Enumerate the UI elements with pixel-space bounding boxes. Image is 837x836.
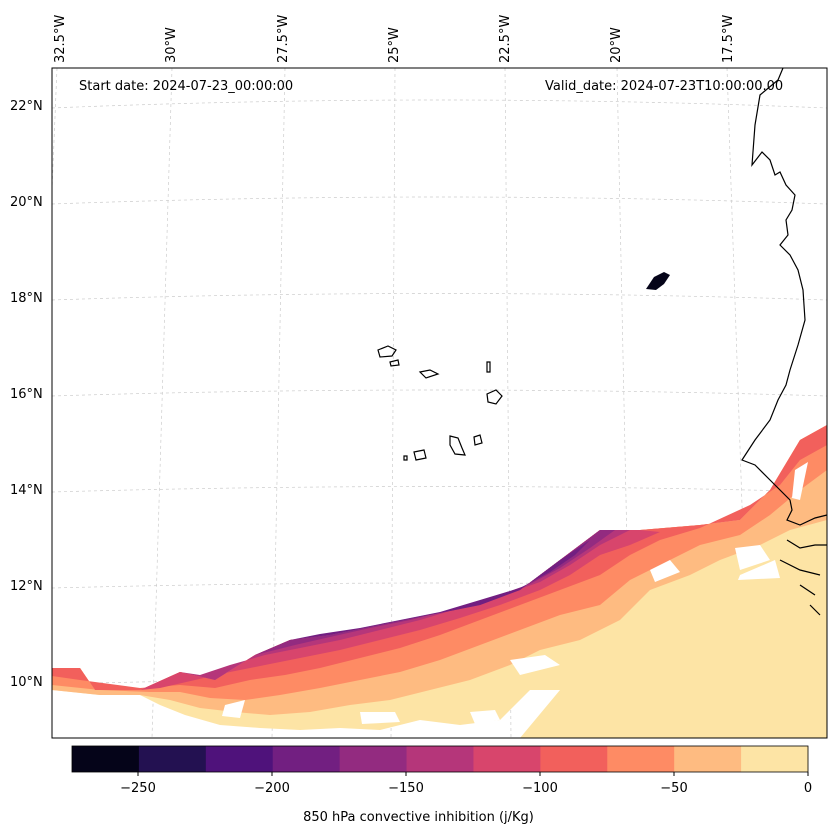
cin-band-3 bbox=[52, 425, 827, 700]
colorbar-tick: −100 bbox=[522, 781, 558, 796]
lon-label: 30°W bbox=[164, 27, 179, 63]
lat-label: 20°N bbox=[10, 195, 43, 210]
lon-label: 20°W bbox=[609, 27, 624, 63]
cin-shading bbox=[52, 272, 827, 738]
map-frame bbox=[51, 67, 828, 739]
colorbar-swatch bbox=[607, 746, 675, 772]
colorbar-swatch bbox=[674, 746, 742, 772]
colorbar-title: 850 hPa convective inhibition (j/Kg) bbox=[303, 810, 534, 825]
colorbar-tick: 0 bbox=[803, 781, 813, 796]
lat-label: 10°N bbox=[10, 675, 43, 690]
lon-label: 17.5°W bbox=[721, 14, 736, 63]
island-sao-vicente bbox=[389, 359, 400, 367]
colorbar-tick: −50 bbox=[660, 781, 688, 796]
island-santiago bbox=[449, 435, 466, 456]
island-sao-nicolau bbox=[418, 369, 440, 379]
cin-band-7 bbox=[255, 530, 615, 655]
cin-patch-isolated bbox=[646, 272, 670, 290]
island-boa-vista bbox=[486, 389, 503, 405]
island-brava bbox=[403, 455, 408, 461]
valid-date-label: Valid_date: 2024-07-23T10:00:00.00 bbox=[545, 79, 784, 94]
start-date-label: Start date: 2024-07-23_00:00:00 bbox=[79, 79, 294, 94]
colorbar-swatch bbox=[205, 746, 274, 772]
colorbar-tick: −150 bbox=[388, 781, 424, 796]
lat-label: 12°N bbox=[10, 579, 43, 594]
island-santo-antao bbox=[377, 345, 397, 358]
colorbar-swatch bbox=[741, 746, 809, 772]
colorbar-swatch bbox=[272, 746, 341, 772]
colorbar-swatch bbox=[339, 746, 408, 772]
colorbar-tick: −200 bbox=[254, 781, 290, 796]
island-maio bbox=[473, 434, 483, 446]
island-fogo bbox=[413, 449, 427, 461]
lon-label: 32.5°W bbox=[53, 14, 68, 63]
cin-band-outer bbox=[52, 425, 827, 738]
colorbar bbox=[71, 745, 809, 776]
colorbar-swatch bbox=[72, 746, 140, 772]
lon-label: 22.5°W bbox=[498, 14, 513, 63]
colorbar-swatch bbox=[138, 746, 207, 772]
colorbar-swatch bbox=[540, 746, 608, 772]
lat-label: 16°N bbox=[10, 387, 43, 402]
africa-coastline bbox=[741, 67, 828, 616]
lon-label: 27.5°W bbox=[276, 14, 291, 63]
lat-label: 22°N bbox=[10, 99, 43, 114]
colorbar-swatch bbox=[406, 746, 474, 772]
colorbar-tick: −250 bbox=[120, 781, 156, 796]
lon-label: 25°W bbox=[387, 27, 402, 63]
island-sal bbox=[486, 361, 491, 373]
lat-label: 18°N bbox=[10, 291, 43, 306]
coastlines bbox=[377, 67, 828, 616]
colorbar-swatch bbox=[473, 746, 541, 772]
colorbar-border bbox=[71, 745, 809, 773]
lat-label: 14°N bbox=[10, 483, 43, 498]
